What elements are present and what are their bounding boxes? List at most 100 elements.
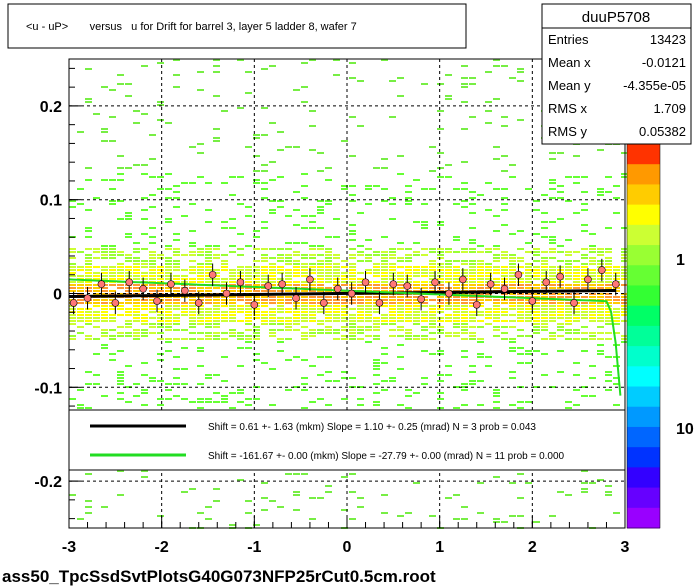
heatmap-cell	[525, 284, 532, 286]
heatmap-cell	[301, 308, 308, 310]
heatmap-cell	[493, 245, 500, 247]
heatmap-cell	[509, 320, 516, 322]
palette-swatch	[627, 386, 660, 408]
heatmap-cell	[477, 320, 484, 322]
heatmap-cell	[365, 320, 372, 322]
heatmap-cell	[437, 266, 444, 268]
heatmap-cell	[349, 194, 356, 196]
heatmap-cell	[573, 329, 580, 331]
heatmap-cell	[309, 314, 316, 316]
palette-swatch	[627, 426, 660, 448]
heatmap-cell	[557, 191, 564, 193]
heatmap-cell	[93, 257, 100, 259]
heatmap-cell	[173, 290, 180, 292]
heatmap-cell	[165, 317, 172, 319]
heatmap-cell	[477, 260, 484, 262]
heatmap-cell	[85, 323, 92, 325]
heatmap-cell	[445, 164, 452, 166]
heatmap-cell	[597, 302, 604, 304]
heatmap-cell	[205, 518, 212, 520]
heatmap-cell	[525, 296, 532, 298]
heatmap-cell	[309, 308, 316, 310]
heatmap-cell	[557, 323, 564, 325]
heatmap-cell	[325, 296, 332, 298]
heatmap-cell	[517, 407, 524, 409]
profile-point	[194, 299, 203, 307]
heatmap-cell	[541, 263, 548, 265]
heatmap-cell	[389, 251, 396, 253]
heatmap-cell	[565, 311, 572, 313]
heatmap-cell	[253, 335, 260, 337]
heatmap-cell	[77, 320, 84, 322]
heatmap-cell	[429, 170, 436, 172]
heatmap-cell	[245, 275, 252, 277]
heatmap-cell	[573, 320, 580, 322]
heatmap-cell	[109, 317, 116, 319]
heatmap-cell	[381, 347, 388, 349]
heatmap-cell	[357, 314, 364, 316]
heatmap-cell	[157, 359, 164, 361]
heatmap-cell	[509, 260, 516, 262]
heatmap-cell	[237, 305, 244, 307]
heatmap-cell	[389, 290, 396, 292]
heatmap-cell	[429, 515, 436, 517]
heatmap-cell	[229, 218, 236, 220]
heatmap-cell	[445, 305, 452, 307]
heatmap-cell	[133, 266, 140, 268]
heatmap-cell	[605, 263, 612, 265]
heatmap-cell	[469, 320, 476, 322]
heatmap-cell	[205, 311, 212, 313]
heatmap-cell	[77, 290, 84, 292]
stats-value: -0.0121	[642, 55, 686, 70]
heatmap-cell	[573, 176, 580, 178]
heatmap-cell	[293, 491, 300, 493]
heatmap-cell	[269, 257, 276, 259]
heatmap-cell	[597, 260, 604, 262]
heatmap-cell	[245, 71, 252, 73]
heatmap-cell	[69, 206, 76, 208]
heatmap-cell	[469, 83, 476, 85]
heatmap-cell	[557, 251, 564, 253]
heatmap-cell	[485, 293, 492, 295]
heatmap-cell	[485, 251, 492, 253]
heatmap-cell	[197, 143, 204, 145]
palette-swatch	[627, 507, 660, 529]
heatmap-cell	[413, 299, 420, 301]
heatmap-cell	[469, 305, 476, 307]
heatmap-cell	[141, 173, 148, 175]
heatmap-cell	[573, 269, 580, 271]
profile-point	[139, 285, 147, 293]
heatmap-cell	[349, 62, 356, 64]
heatmap-cell	[309, 335, 316, 337]
heatmap-cell	[221, 182, 228, 184]
heatmap-cell	[525, 293, 532, 295]
heatmap-cell	[533, 350, 540, 352]
heatmap-cell	[101, 335, 108, 337]
heatmap-cell	[493, 326, 500, 328]
heatmap-cell	[165, 302, 172, 304]
heatmap-cell	[141, 332, 148, 334]
heatmap-cell	[205, 245, 212, 247]
heatmap-cell	[581, 332, 588, 334]
heatmap-cell	[341, 185, 348, 187]
heatmap-cell	[85, 290, 92, 292]
heatmap-cell	[141, 278, 148, 280]
heatmap-cell	[565, 266, 572, 268]
heatmap-cell	[485, 278, 492, 280]
heatmap-cell	[565, 176, 572, 178]
heatmap-cell	[317, 272, 324, 274]
heatmap-cell	[485, 356, 492, 358]
heatmap-cell	[117, 371, 124, 373]
heatmap-cell	[605, 311, 612, 313]
heatmap-cell	[293, 386, 300, 388]
heatmap-cell	[533, 386, 540, 388]
heatmap-cell	[429, 314, 436, 316]
heatmap-cell	[453, 203, 460, 205]
heatmap-cell	[181, 347, 188, 349]
heatmap-cell	[565, 284, 572, 286]
heatmap-cell	[357, 404, 364, 406]
heatmap-cell	[349, 284, 356, 286]
heatmap-cell	[213, 299, 220, 301]
heatmap-cell	[301, 317, 308, 319]
heatmap-cell	[389, 302, 396, 304]
